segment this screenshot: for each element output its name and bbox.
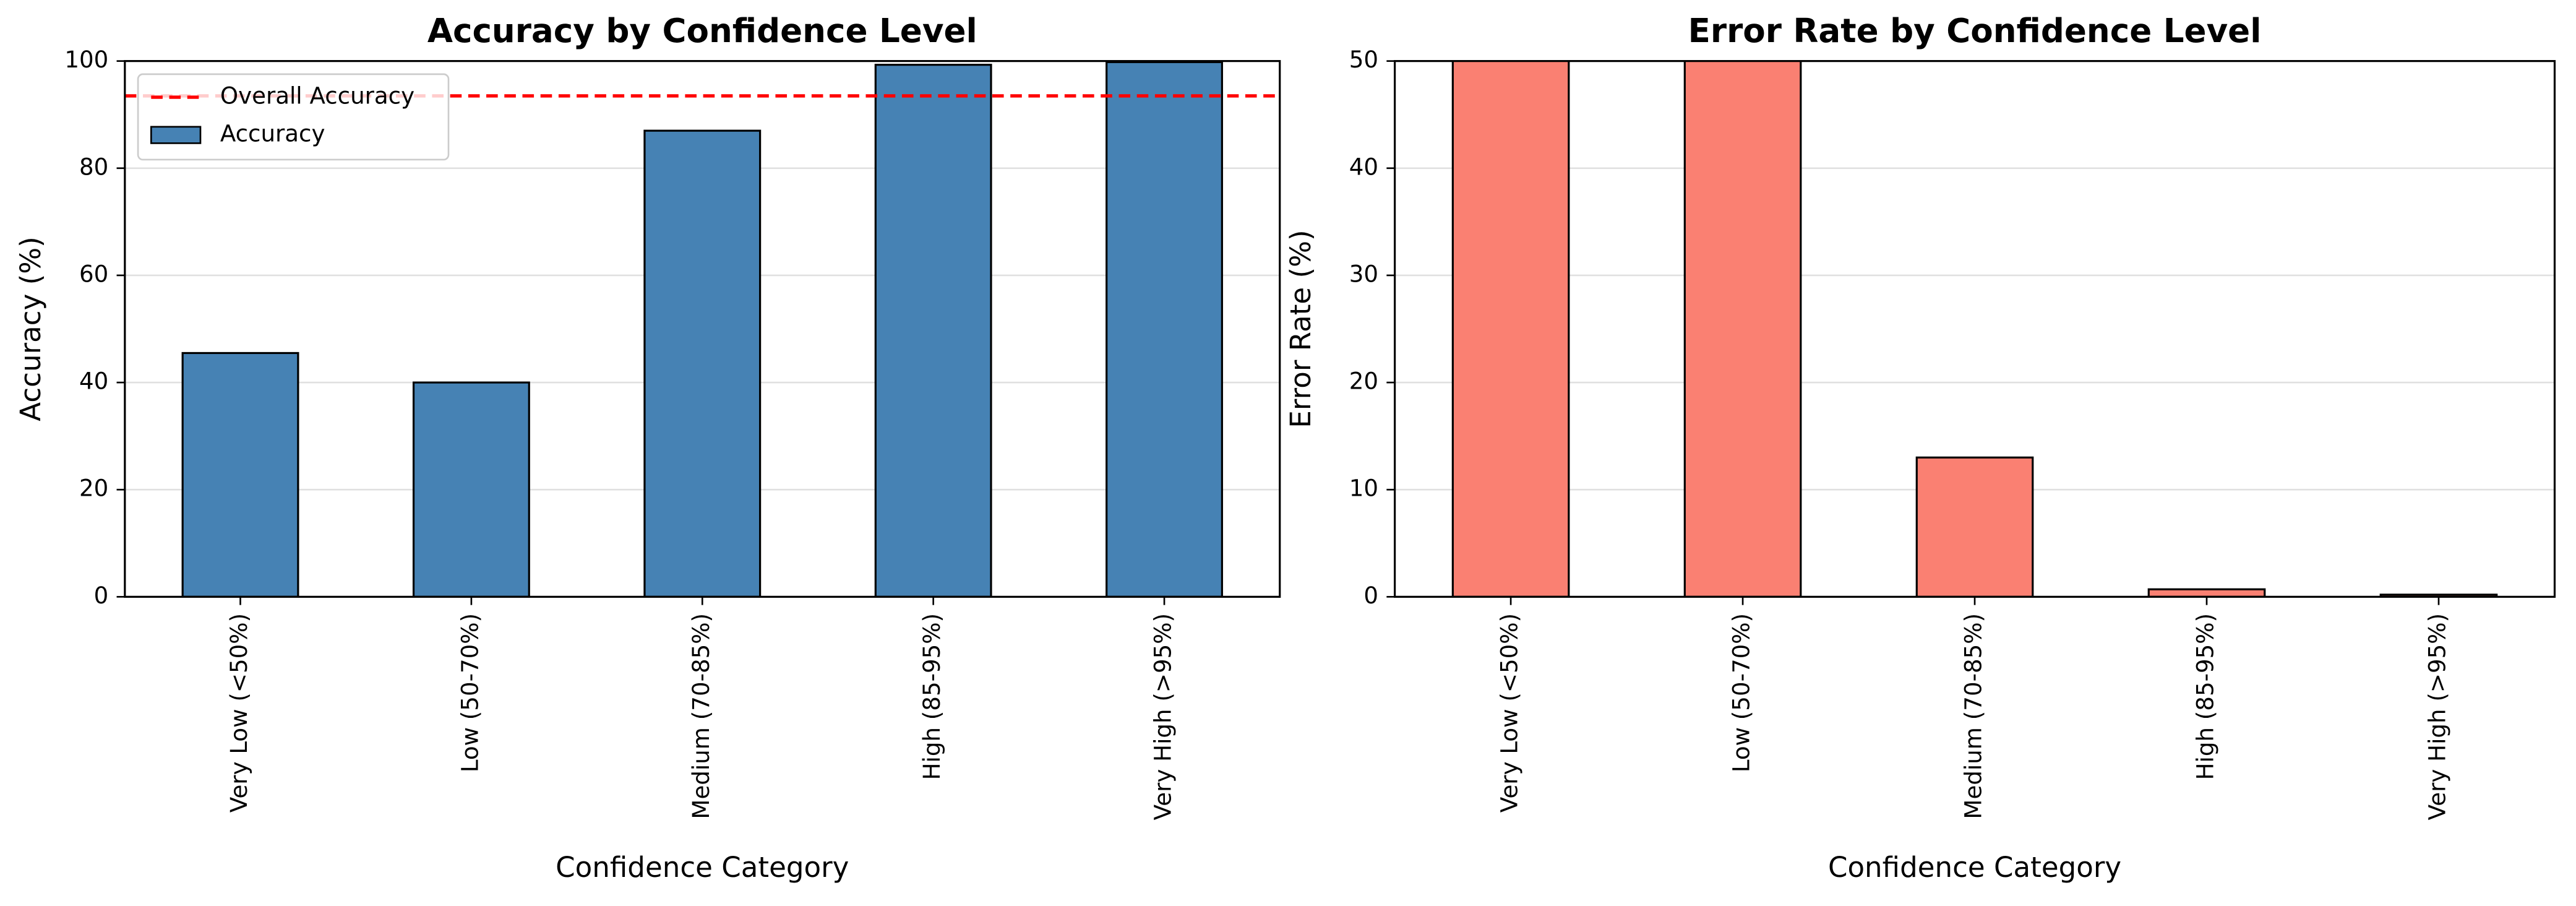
y-tick-label: 0 — [94, 582, 109, 609]
x-tick-label: Medium (70-85%) — [687, 613, 715, 819]
x-tick-label: Medium (70-85%) — [1960, 613, 1987, 819]
y-axis-label: Error Rate (%) — [1284, 230, 1317, 428]
y-tick-label: 40 — [79, 368, 108, 395]
y-tick-label: 20 — [79, 475, 108, 502]
bar — [2147, 588, 2266, 597]
subplot: 0 10 20 30 40 50 Very Low (<50%) Low (50-70%) Me… — [1284, 12, 2556, 884]
chart-title: Accuracy by Confidence Level — [427, 12, 977, 50]
y-tick-label: 80 — [79, 153, 108, 180]
x-tick-label: Low (50-70%) — [1728, 613, 1755, 772]
y-tick-label: 50 — [1349, 46, 1378, 73]
axes-frame — [124, 60, 1281, 598]
bar — [2379, 593, 2498, 597]
axes-frame — [1394, 60, 2556, 598]
y-tick-label: 100 — [64, 46, 108, 73]
y-tick-label: 20 — [1349, 368, 1378, 395]
x-tick-label: High (85-95%) — [918, 613, 945, 780]
x-axis-label: Confidence Category — [1828, 851, 2121, 884]
y-tick-label: 30 — [1349, 260, 1378, 287]
bar — [1915, 456, 2034, 597]
y-tick-label: 10 — [1349, 475, 1378, 502]
legend: Overall Accuracy Accuracy — [137, 73, 450, 161]
plot-area — [1394, 61, 2555, 597]
bar — [874, 64, 992, 597]
y-tick-label: 60 — [79, 260, 108, 287]
subplot: 0 20 40 60 80 100 Very Low (<50%) Low (50-70%) M… — [14, 12, 1281, 884]
legend-label: Overall Accuracy — [220, 82, 414, 110]
bar — [181, 352, 299, 597]
chart-title: Error Rate by Confidence Level — [1688, 12, 2262, 50]
legend-label: Accuracy — [220, 120, 325, 147]
x-tick-label: Very High (>95%) — [2423, 613, 2450, 820]
y-axis-label: Accuracy (%) — [14, 236, 47, 421]
legend-box — [137, 73, 450, 161]
y-tick-label: 40 — [1349, 153, 1378, 180]
x-tick-label: Low (50-70%) — [456, 613, 483, 772]
x-tick-label: High (85-95%) — [2192, 613, 2219, 780]
x-tick-label: Very High (>95%) — [1149, 613, 1177, 820]
bar — [643, 129, 762, 597]
bar — [412, 381, 530, 597]
x-tick-label: Very Low (<50%) — [1496, 613, 1523, 813]
legend-patch — [150, 126, 202, 144]
plot-area — [124, 61, 1280, 597]
x-axis-label: Confidence Category — [556, 851, 849, 884]
bar — [1683, 61, 1802, 597]
x-tick-label: Very Low (<50%) — [225, 613, 252, 813]
bar — [1106, 61, 1223, 597]
bar — [1451, 61, 1570, 597]
y-tick-label: 0 — [1363, 582, 1378, 609]
